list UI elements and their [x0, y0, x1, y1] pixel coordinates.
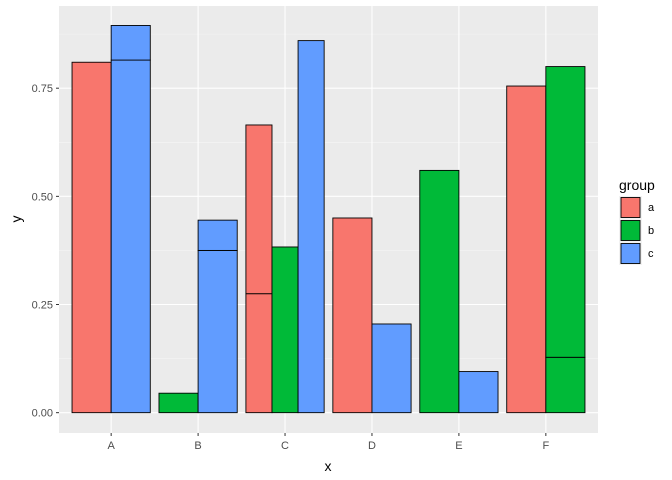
x-axis-title: x: [325, 458, 332, 474]
bar-segment-F-b: [545, 356, 586, 414]
bar-segment-C-c: [297, 40, 325, 414]
bar-segment-D-c: [371, 323, 412, 414]
bar-segment-A-c: [110, 59, 151, 414]
legend-key-b: [620, 220, 641, 241]
legend-label-a: a: [648, 202, 655, 214]
bar-segment-B-c: [197, 249, 238, 414]
legend: group abc: [619, 177, 655, 265]
bar-segment-F-b: [545, 66, 586, 358]
legend-key-a: [620, 197, 641, 218]
x-tick-label: A: [107, 440, 115, 452]
x-tick-label: D: [368, 440, 376, 452]
bar-segment-C-a: [245, 124, 273, 295]
y-tick-label: 0.50: [32, 191, 53, 203]
y-tick-label: 0.25: [32, 300, 53, 312]
bar-segment-C-b: [271, 246, 299, 414]
x-tick-label: E: [455, 440, 462, 452]
bar-segment-E-b: [419, 169, 460, 414]
y-axis: 0.00 0.25 0.50 0.75: [32, 83, 59, 420]
x-tick-label: C: [281, 440, 289, 452]
x-tick-label: F: [542, 440, 549, 452]
legend-key-c: [620, 243, 641, 264]
bar-segment-D-a: [332, 217, 373, 414]
bar-segment-F-a: [506, 85, 547, 414]
bar-segment-E-c: [458, 371, 499, 414]
bar-segment-B-b: [158, 392, 199, 414]
y-tick-label: 0.00: [32, 408, 53, 420]
legend-title: group: [619, 177, 655, 193]
bar-segment-A-c: [110, 25, 151, 61]
y-tick-label: 0.75: [32, 83, 53, 95]
legend-label-c: c: [648, 248, 654, 260]
bars: [71, 25, 586, 414]
bar-segment-B-c: [197, 219, 238, 251]
x-tick-label: B: [194, 440, 201, 452]
bar-segment-C-a: [245, 293, 273, 414]
bar-segment-A-a: [71, 61, 112, 414]
x-axis: A B C D E F: [107, 433, 549, 452]
legend-label-b: b: [648, 225, 654, 237]
y-axis-title: y: [8, 216, 24, 223]
